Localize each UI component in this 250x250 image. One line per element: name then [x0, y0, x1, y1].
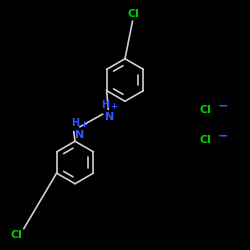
Text: −: −: [218, 130, 228, 143]
Text: +: +: [80, 120, 87, 129]
Text: H: H: [71, 118, 79, 128]
Text: H: H: [101, 100, 109, 110]
Text: +: +: [110, 102, 117, 111]
Text: Cl: Cl: [200, 135, 212, 145]
Text: Cl: Cl: [200, 105, 212, 115]
Text: N: N: [105, 112, 114, 122]
Text: Cl: Cl: [10, 230, 22, 240]
Text: Cl: Cl: [128, 9, 140, 19]
Text: N: N: [75, 130, 84, 140]
Text: −: −: [218, 100, 228, 113]
